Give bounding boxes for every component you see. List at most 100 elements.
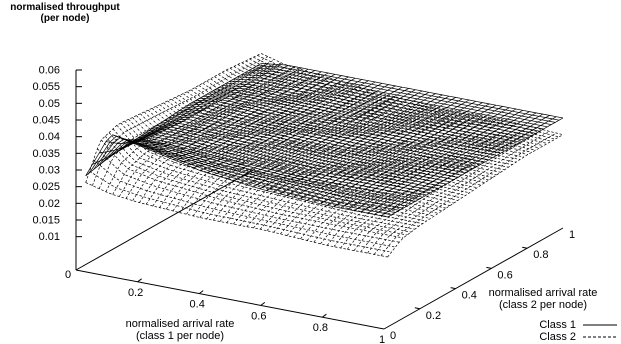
x-axis-line [75, 269, 385, 330]
mesh-line-class-2 [192, 89, 369, 217]
y-tick-label: 0.6 [497, 269, 512, 281]
mesh-line-class-1 [206, 82, 383, 174]
mesh-line-class-2 [85, 182, 388, 258]
mesh-line-class-1 [214, 89, 517, 145]
surface-class-1 [85, 63, 564, 218]
mesh-line-class-1 [239, 89, 416, 184]
mesh-line-class-1 [222, 85, 525, 141]
y-tick-label: 0 [390, 330, 396, 342]
mesh-line-class-1 [89, 135, 392, 216]
mesh-line-class-1 [187, 103, 489, 161]
surfaces-group [85, 53, 564, 258]
mesh-line-class-1 [108, 139, 412, 205]
mesh-line-class-1 [92, 63, 269, 165]
y-axis-label-line2: (class 2 per node) [499, 299, 587, 311]
mesh-line-class-1 [340, 108, 517, 209]
mesh-line-class-1 [360, 112, 537, 213]
x-tick-mark [137, 278, 142, 283]
mesh-line-class-1 [159, 118, 462, 176]
mesh-line-class-2 [186, 91, 489, 181]
mesh-line-class-1 [85, 134, 388, 218]
mesh-line-class-1 [171, 112, 474, 169]
y-tick-mark [414, 307, 420, 310]
mesh-line-class-2 [367, 129, 544, 254]
mesh-line-class-1 [152, 72, 329, 153]
x-tick-label: 0.2 [128, 287, 143, 299]
mesh-line-class-1 [266, 94, 443, 192]
mesh-line-class-2 [104, 135, 408, 236]
mesh-line-class-1 [172, 76, 349, 160]
mesh-line-class-1 [128, 134, 431, 194]
mesh-line-class-2 [105, 62, 282, 192]
mesh-line-class-1 [198, 97, 501, 154]
mesh-line-class-1 [112, 139, 415, 202]
z-axis-label-line2: (per node) [40, 13, 90, 24]
mesh-line-class-1 [286, 98, 463, 196]
mesh-line-class-1 [190, 101, 493, 158]
legend-entry-class-1-label: Class 1 [539, 319, 576, 331]
mesh-line-class-2 [253, 104, 429, 229]
y-axis-label-line1: normalised arrival rate [489, 287, 598, 299]
x-axis-label-line1: normalised arrival rate [126, 318, 235, 330]
mesh-line-class-2 [172, 83, 349, 212]
mesh-line-class-2 [152, 77, 329, 207]
mesh-line-class-1 [219, 85, 396, 178]
mesh-line-class-2 [85, 53, 262, 183]
mesh-line-class-1 [213, 84, 389, 176]
mesh-line-class-2 [179, 95, 482, 186]
mesh-line-class-1 [93, 137, 396, 213]
mesh-line-class-1 [229, 80, 532, 136]
mesh-line-class-1 [261, 63, 564, 119]
z-tick-label: 0.02 [39, 198, 60, 210]
mesh-line-class-1 [253, 91, 429, 188]
z-tick-label: 0.045 [32, 115, 60, 127]
mesh-line-class-1 [179, 77, 356, 163]
z-axis-label-line1: normalised throughput [10, 2, 120, 13]
mesh-line-class-2 [165, 81, 342, 210]
x-tick-mark [322, 313, 327, 318]
y-tick-label: 1 [569, 229, 575, 241]
x-tick-label: 0 [65, 269, 71, 281]
mesh-line-class-1 [327, 106, 503, 206]
mesh-line-class-2 [159, 79, 336, 208]
mesh-line-class-1 [104, 139, 408, 207]
mesh-line-class-1 [353, 111, 530, 211]
mesh-line-class-1 [249, 69, 552, 125]
y-axis-line [383, 227, 564, 330]
mesh-line-class-1 [241, 74, 544, 130]
mesh-line-class-1 [313, 103, 490, 203]
mesh-line-class-1 [206, 93, 509, 150]
mesh-line-class-1 [151, 123, 454, 180]
y-tick-mark [486, 266, 492, 269]
mesh-line-class-2 [140, 113, 443, 212]
mesh-line-class-1 [140, 128, 443, 187]
mesh-line-class-1 [199, 81, 376, 171]
y-tick-mark [450, 287, 456, 290]
z-tick-label: 0.055 [32, 81, 60, 93]
mesh-line-class-1 [167, 114, 470, 172]
mesh-line-class-1 [139, 70, 315, 148]
mesh-line-class-2 [387, 134, 564, 258]
mesh-line-class-2 [186, 87, 362, 215]
mesh-line-class-1 [293, 99, 470, 198]
mesh-line-class-2 [108, 132, 412, 233]
mesh-line-class-1 [233, 88, 409, 182]
mesh-line-class-1 [226, 82, 528, 139]
z-tick-label: 0.015 [32, 215, 60, 227]
mesh-line-class-1 [226, 86, 403, 180]
mesh-line-class-1 [132, 132, 435, 191]
mesh-line-class-1 [320, 104, 497, 205]
z-axis-label: normalised throughput (per node) [0, 2, 130, 24]
mesh-line-class-1 [124, 135, 427, 196]
mesh-line-class-1 [97, 138, 400, 211]
mesh-line-class-1 [136, 130, 439, 189]
mesh-line-class-1 [387, 117, 564, 218]
mesh-line-class-2 [219, 96, 396, 222]
mesh-line-class-2 [206, 93, 383, 220]
mesh-line-class-1 [125, 67, 302, 145]
mesh-line-class-2 [139, 73, 315, 203]
y-ticks-group: 0 0.2 0.4 0.6 0.8 1 [390, 229, 575, 342]
mesh-line-class-2 [212, 94, 389, 221]
y-tick-label: 0.2 [426, 310, 441, 322]
